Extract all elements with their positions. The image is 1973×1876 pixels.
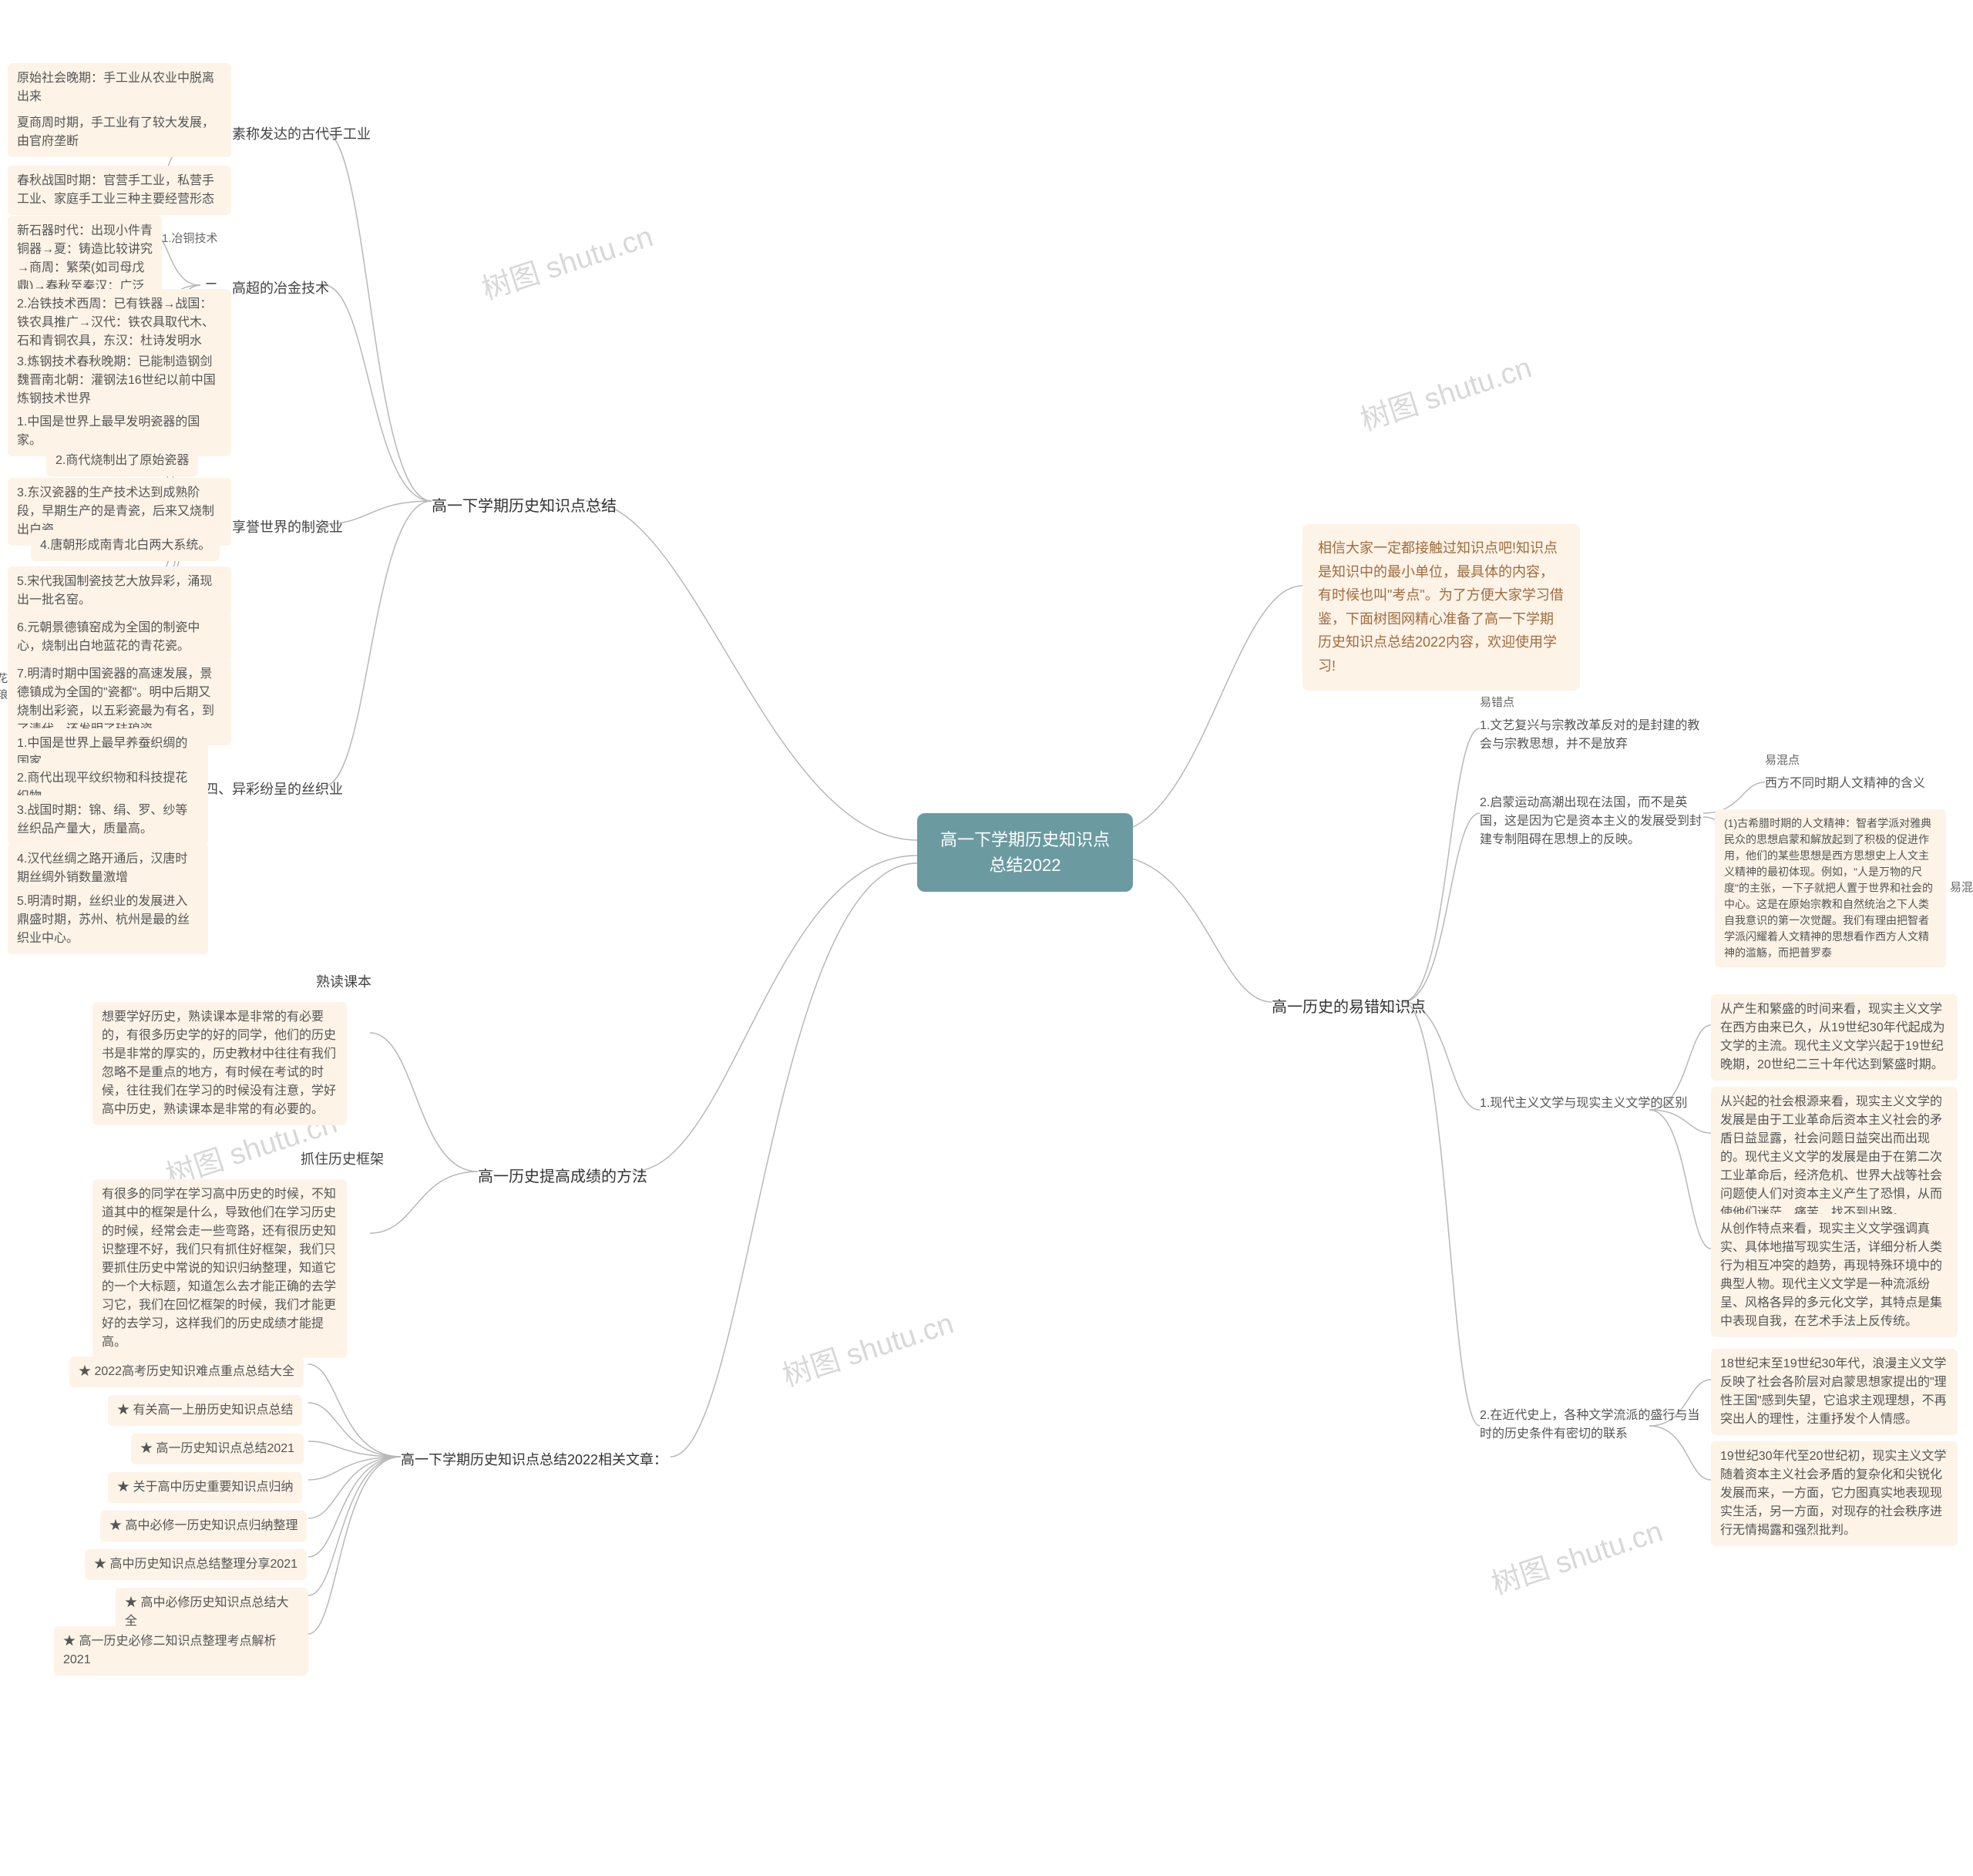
leaf-h2: 19世纪30年代至20世纪初，现实主义文学随着资本主义社会矛盾的复杂化和尖锐化发… <box>1711 1441 1958 1546</box>
sub-bronze: 1.冶铜技术 <box>162 230 218 246</box>
sub-read: 熟读课本 <box>316 971 371 991</box>
sub-modernism: 1.现代主义文学与现实主义文学的区别 <box>1480 1094 1687 1113</box>
intro-text: 相信大家一定都接触过知识点吧!知识点是知识中的最小单位，最具体的内容，有时候也叫… <box>1302 524 1580 691</box>
sub-framework: 抓住历史框架 <box>301 1148 384 1168</box>
leaf-p6: 6.元朝景德镇窑成为全国的制瓷中心，烧制出白地蓝花的青花瓷。 <box>8 613 231 662</box>
leaf-p2: 2.商代烧制出了原始瓷器 <box>46 445 198 476</box>
tag-error: 易错点 <box>1480 694 1514 710</box>
watermark: 树图 shutu.cn <box>1485 1508 1667 1602</box>
watermark: 树图 shutu.cn <box>776 1299 958 1394</box>
watermark: 树图 shutu.cn <box>1354 344 1536 439</box>
watermark: 树图 shutu.cn <box>476 213 657 308</box>
branch-mistakes: 高一历史的易错知识点 <box>1272 994 1426 1017</box>
link-5[interactable]: ★ 高中必修一历史知识点归纳整理 <box>100 1511 307 1541</box>
leaf-greek: (1)古希腊时期的人文精神：智者学派对雅典民众的思想启蒙和解放起到了积极的促进作… <box>1715 809 1946 967</box>
leaf-chunqiu: 春秋战国时期：官营手工业，私营手工业、家庭手工业三种主要经营形态 <box>8 166 231 215</box>
sub-modern-history: 2.在近代史上，各种文学流派的盛行与当时的历史条件有密切的联系 <box>1480 1407 1703 1444</box>
leaf-steel: 3.炼钢技术春秋晚期：已能制造钢剑魏晋南北朝：灌钢法16世纪以前中国炼钢技术世界 <box>8 347 231 415</box>
leaf-m3: 从创作特点来看，现实主义文学强调真实、具体地描写现实生活，详细分析人类行为相互冲… <box>1711 1214 1958 1337</box>
leaf-enlightenment: 2.启蒙运动高潮出现在法国，而不是英国，这是因为它是资本主义的发展受到封建专制阻… <box>1480 794 1703 849</box>
leaf-h1: 18世纪末至19世纪30年代，浪漫主义文学反映了社会各阶层对启蒙思想家提出的"理… <box>1711 1349 1958 1435</box>
branch-related: 高一下学期历史知识点总结2022相关文章： <box>401 1449 667 1469</box>
link-6[interactable]: ★ 高中历史知识点总结整理分享2021 <box>85 1549 307 1580</box>
branch-summary: 高一下学期历史知识点总结 <box>432 493 617 516</box>
link-2[interactable]: ★ 有关高一上册历史知识点总结 <box>108 1395 302 1426</box>
leaf-m2: 从兴起的社会根源来看，现实主义文学的发展是由于工业革命后资本主义社会的矛盾日益显… <box>1711 1087 1958 1229</box>
tag-confuse2: 易混点 <box>1950 879 1973 895</box>
leaf-p5: 5.宋代我国制瓷技艺大放异彩，涌现出一批名窑。 <box>8 566 231 616</box>
leaf-m1: 从产生和繁盛的时间来看，现实主义文学在西方由来已久，从19世纪30年代起成为文学… <box>1711 994 1958 1081</box>
leaf-read-text: 想要学好历史，熟读课本是非常的有必要的，有很多历史学的好的同学，他们的历史书是非… <box>92 1002 347 1125</box>
tag-confuse1: 易混点 <box>1765 751 1800 768</box>
leaf-framework-text: 有很多的同学在学习高中历史的时候，不知道其中的框架是什么，导致他们在学习历史的时… <box>92 1179 347 1358</box>
leaf-p4: 4.唐朝形成南青北白两大系统。 <box>31 530 220 561</box>
link-3[interactable]: ★ 高一历史知识点总结2021 <box>131 1434 304 1464</box>
leaf-renaissance: 1.文艺复兴与宗教改革反对的是封建的教会与宗教思想，并不是放弃 <box>1480 717 1711 754</box>
leaf-xiashangzhou: 夏商周时期，手工业有了较大发展，由官府垄断 <box>8 108 231 157</box>
sub-silk: 四、异彩纷呈的丝织业 <box>204 778 343 798</box>
link-8[interactable]: ★ 高一历史必修二知识点整理考点解析2021 <box>54 1626 308 1676</box>
branch-methods: 高一历史提高成绩的方法 <box>478 1164 647 1186</box>
leaf-humanism: 西方不同时期人文精神的含义 <box>1765 775 1925 793</box>
leaf-s5: 5.明清时期，丝织业的发展进入鼎盛时期，苏州、杭州是最的丝织业中心。 <box>8 886 208 954</box>
link-4[interactable]: ★ 关于高中历史重要知识点归纳 <box>108 1472 302 1503</box>
link-1[interactable]: ★ 2022高考历史知识难点重点总结大全 <box>69 1357 304 1387</box>
leaf-primitive: 原始社会晚期：手工业从农业中脱离出来 <box>8 63 231 113</box>
leaf-s3: 3.战国时期：锦、绢、罗、纱等丝织品产量大，质量高。 <box>8 795 208 845</box>
center-topic: 高一下学期历史知识点总结2022 <box>917 813 1133 892</box>
leaf-p-tail: 青瓷——白瓷——青花瓷——五彩瓷——珐琅瓷 <box>0 671 8 719</box>
